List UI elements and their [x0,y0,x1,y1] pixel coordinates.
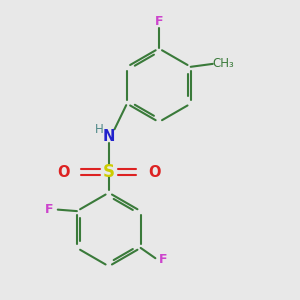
Text: F: F [159,253,168,266]
Text: F: F [154,15,163,28]
Text: O: O [57,165,69,180]
Text: F: F [45,203,54,216]
Text: O: O [148,165,161,180]
Text: H: H [95,123,104,136]
Text: CH₃: CH₃ [212,57,234,70]
Text: N: N [103,129,115,144]
Text: S: S [103,163,115,181]
